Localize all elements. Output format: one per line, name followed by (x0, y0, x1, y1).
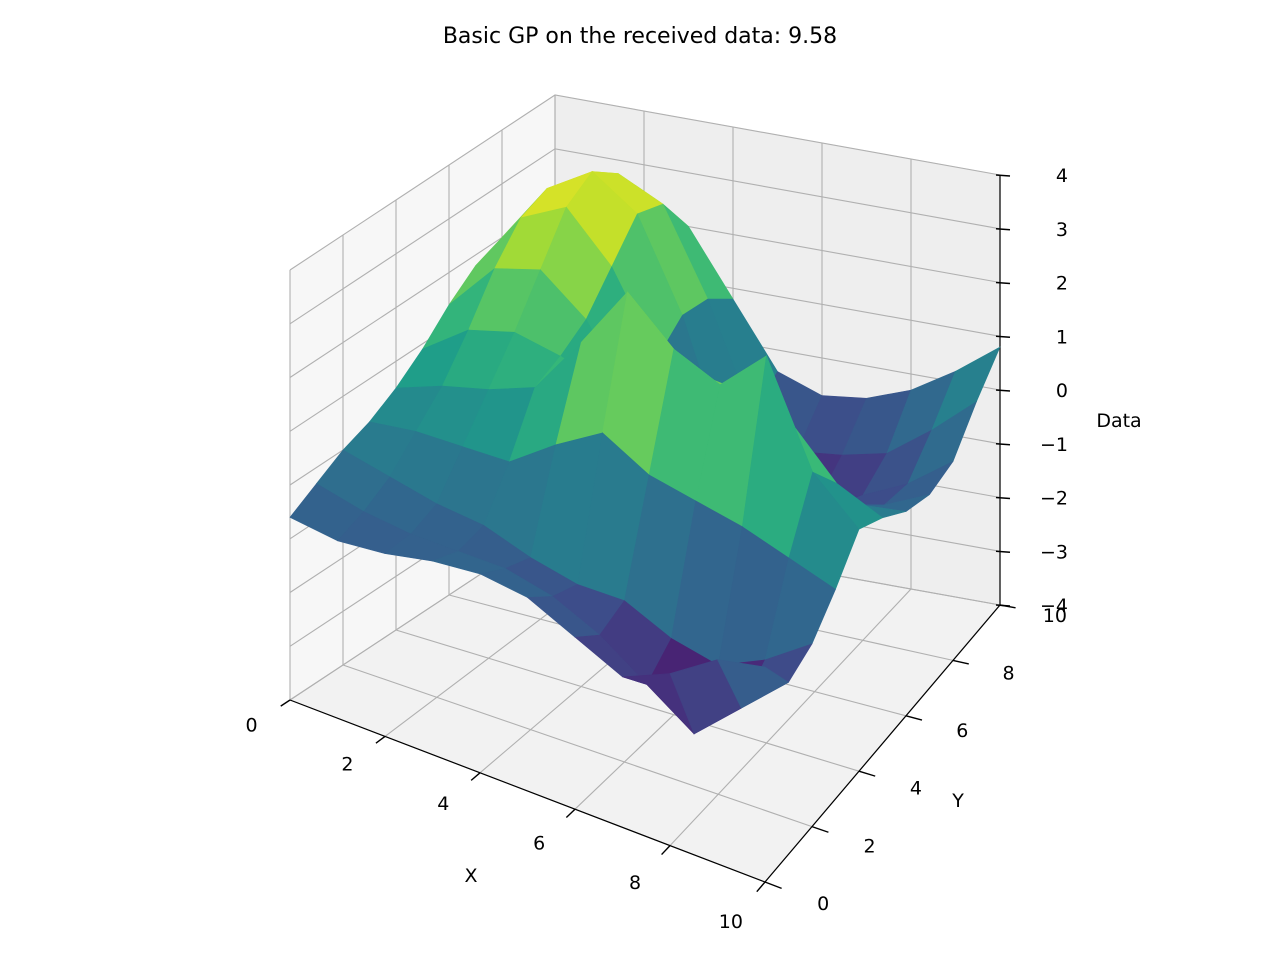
y-tick (952, 659, 969, 665)
z-grid-line (289, 94, 1001, 271)
z-tick (995, 443, 1011, 446)
z-tick (995, 281, 1011, 285)
x-tick (280, 699, 291, 707)
x-axis-line (289, 699, 766, 883)
x-axis-label: X (464, 865, 477, 887)
z-tick (995, 550, 1011, 553)
z-tick (995, 228, 1011, 231)
z-tick-label: 0 (1056, 380, 1068, 402)
x-tick-label: 2 (341, 754, 353, 776)
z-tick (995, 604, 1011, 607)
x-tick (470, 772, 481, 781)
z-tick-label: 2 (1056, 273, 1068, 295)
z-tick (995, 496, 1011, 500)
y-tick (764, 881, 782, 890)
x-tick (565, 808, 576, 818)
y-tick (811, 825, 829, 833)
z-tick-label: −1 (1040, 434, 1068, 456)
z-tick (995, 389, 1011, 392)
z-tick-label: 4 (1056, 165, 1068, 187)
x-tick (661, 845, 671, 856)
z-tick (995, 174, 1011, 177)
x-tick-label: 0 (246, 714, 258, 736)
y-tick-label: 8 (1003, 662, 1015, 684)
y-axis-line (764, 604, 1001, 883)
x-tick-label: 8 (629, 872, 641, 894)
chart-title: Basic GP on the received data: 9.58 (443, 24, 837, 49)
z-grid-line (289, 148, 1001, 325)
x-tick-label: 10 (719, 911, 743, 933)
surface (289, 170, 1001, 735)
y-tick (905, 715, 923, 721)
x-tick (756, 881, 766, 893)
y-tick (858, 770, 876, 777)
x-tick (375, 735, 386, 744)
y-tick-label: 0 (817, 893, 829, 915)
z-tick-label: 1 (1056, 326, 1068, 348)
y-tick-label: 10 (1043, 605, 1067, 627)
z-tick-label: −4 (1040, 595, 1068, 617)
y-axis-label: Y (951, 790, 964, 812)
x-tick-label: 4 (437, 793, 449, 815)
z-axis-label: Data (1096, 410, 1141, 432)
y-tick-label: 4 (910, 778, 922, 800)
y-tick-label: 6 (956, 720, 968, 742)
z-tick-label: −2 (1040, 488, 1068, 510)
z-tick-label: 3 (1056, 219, 1068, 241)
y-tick-label: 2 (864, 835, 876, 857)
x-tick-label: 6 (533, 832, 545, 854)
surface-face (716, 659, 790, 709)
z-tick-label: −3 (1040, 541, 1068, 563)
z-tick (995, 335, 1011, 338)
